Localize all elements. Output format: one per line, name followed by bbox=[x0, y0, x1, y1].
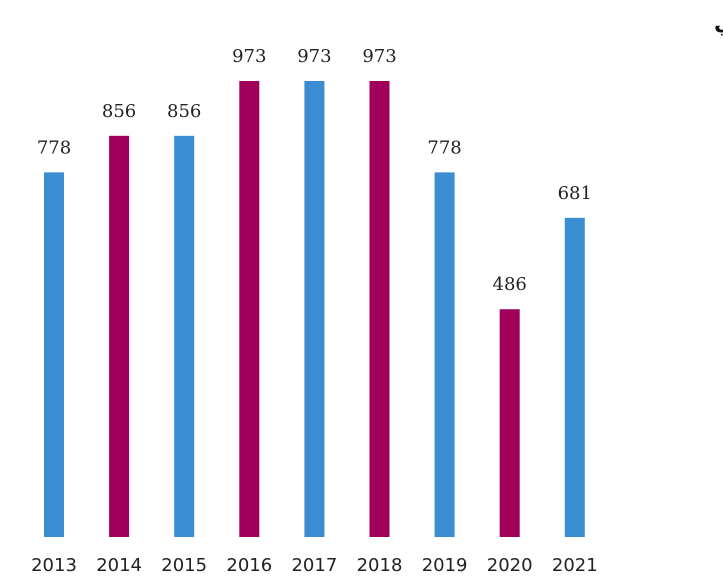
value-label: 856 bbox=[102, 101, 136, 122]
bar bbox=[239, 81, 260, 537]
bar bbox=[174, 135, 195, 538]
bar bbox=[369, 81, 390, 537]
x-tick-label: 2018 bbox=[357, 555, 403, 576]
value-label: 778 bbox=[37, 137, 71, 158]
value-label: 681 bbox=[558, 183, 592, 204]
bar bbox=[564, 217, 585, 537]
x-tick-label: 2016 bbox=[226, 555, 272, 576]
bar bbox=[304, 81, 325, 537]
bar bbox=[499, 309, 520, 537]
chart-title: مليار ريال قطري bbox=[714, 11, 723, 36]
value-label: 973 bbox=[297, 46, 331, 67]
value-label: 973 bbox=[232, 46, 266, 67]
x-tick-label: 2015 bbox=[161, 555, 207, 576]
x-tick-label: 2014 bbox=[96, 555, 142, 576]
x-tick-label: 2020 bbox=[487, 555, 533, 576]
bar bbox=[434, 172, 455, 538]
x-tick-label: 2013 bbox=[31, 555, 77, 576]
x-tick-label: 2017 bbox=[291, 555, 337, 576]
value-label: 778 bbox=[427, 137, 461, 158]
x-tick-label: 2019 bbox=[422, 555, 468, 576]
value-label: 856 bbox=[167, 101, 201, 122]
bar bbox=[44, 172, 64, 538]
bar bbox=[109, 135, 130, 538]
value-label: 973 bbox=[362, 46, 396, 67]
value-label: 486 bbox=[493, 274, 527, 295]
x-tick-label: 2021 bbox=[552, 555, 598, 576]
